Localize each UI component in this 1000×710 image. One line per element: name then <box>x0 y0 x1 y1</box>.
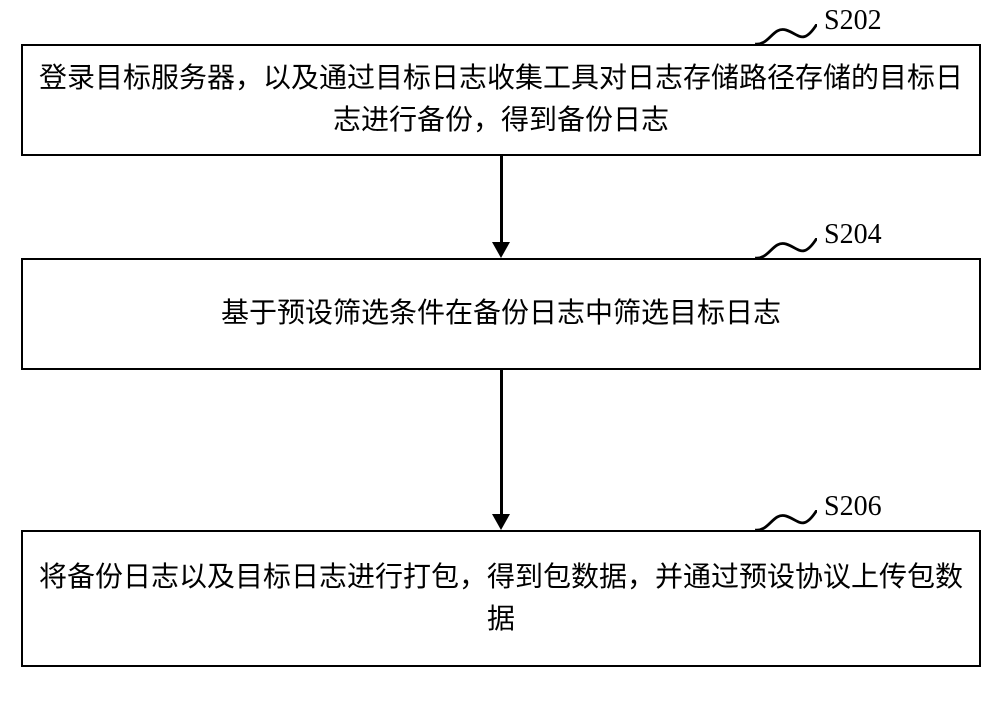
flowchart-canvas: S202 S204 S206 登录目标服务器，以及通过目标日志收集工具对日志存储… <box>0 0 1000 710</box>
squiggle-connector <box>755 238 817 260</box>
squiggle-connector <box>755 24 817 46</box>
flow-node-text: 基于预设筛选条件在备份日志中筛选目标日志 <box>211 293 791 335</box>
flow-node-s202: 登录目标服务器，以及通过目标日志收集工具对日志存储路径存储的目标日志进行备份，得… <box>21 44 981 156</box>
step-label-s204: S204 <box>824 219 882 251</box>
flow-node-s206: 将备份日志以及目标日志进行打包，得到包数据，并通过预设协议上传包数据 <box>21 530 981 667</box>
flow-edge <box>500 370 503 514</box>
flow-edge <box>500 156 503 242</box>
flow-node-text: 将备份日志以及目标日志进行打包，得到包数据，并通过预设协议上传包数据 <box>23 557 979 641</box>
arrow-head-icon <box>492 242 510 258</box>
step-label-s206: S206 <box>824 491 882 523</box>
squiggle-connector <box>755 510 817 532</box>
flow-node-text: 登录目标服务器，以及通过目标日志收集工具对日志存储路径存储的目标日志进行备份，得… <box>23 58 979 142</box>
step-label-s202: S202 <box>824 5 882 37</box>
arrow-head-icon <box>492 514 510 530</box>
flow-node-s204: 基于预设筛选条件在备份日志中筛选目标日志 <box>21 258 981 370</box>
